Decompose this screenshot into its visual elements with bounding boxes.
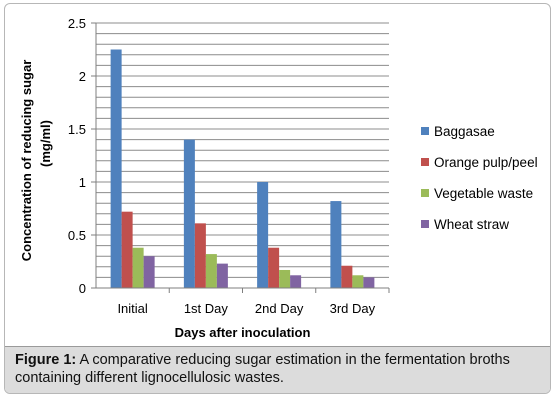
legend-label: Vegetable waste <box>434 186 533 201</box>
bar <box>330 201 342 288</box>
legend-swatch <box>421 127 429 135</box>
y-tick-label: 1 <box>79 175 86 190</box>
bar <box>205 254 217 288</box>
bar <box>110 49 122 288</box>
legend: Baggasae Orange pulp/peel Vegetable waste W… <box>421 124 538 232</box>
x-tick-label: Initial <box>117 301 147 316</box>
bars <box>110 49 375 288</box>
bar <box>143 256 155 288</box>
y-tick-label: 2.5 <box>68 16 86 31</box>
legend-label: Orange pulp/peel <box>434 155 538 170</box>
caption-text: A comparative reducing sugar estimation … <box>15 352 510 386</box>
x-tick-label: 1st Day <box>184 301 229 316</box>
legend-label: Wheat straw <box>434 217 509 232</box>
bar <box>352 275 364 288</box>
x-axis-title: Days after inoculation <box>175 325 311 340</box>
y-tick-label: 1.5 <box>68 122 86 137</box>
legend-swatch <box>421 220 429 228</box>
x-tick-labels: Initial 1st Day 2nd Day 3rd Day <box>117 301 375 316</box>
bar <box>279 269 291 288</box>
chart-container: 0 0.5 1 1.5 2 2.5 Initial 1st Day 2nd Day 3rd Da… <box>4 3 551 344</box>
figure-frame <box>4 3 551 394</box>
caption-label: Figure 1: <box>15 352 77 368</box>
legend-swatch <box>421 158 429 166</box>
y-tick-labels: 0 0.5 1 1.5 2 2.5 <box>68 16 86 296</box>
bar <box>341 265 353 288</box>
y-axis-title-line1: Concentration of reducing sugar <box>19 60 34 262</box>
bar <box>194 223 206 288</box>
bar <box>257 182 269 288</box>
y-axis-title-line2: (mg/ml) <box>38 120 53 167</box>
y-tick-label: 0.5 <box>68 228 86 243</box>
y-tick-label: 2 <box>79 69 86 84</box>
x-tick-label: 3rd Day <box>330 301 376 316</box>
bar <box>183 139 195 288</box>
x-tick-label: 2nd Day <box>255 301 304 316</box>
bar <box>216 263 228 288</box>
bar <box>363 277 375 288</box>
legend-swatch <box>421 189 429 197</box>
y-tick-label: 0 <box>79 281 86 296</box>
legend-label: Baggasae <box>434 124 495 139</box>
bar <box>290 275 302 288</box>
bar-chart: 0 0.5 1 1.5 2 2.5 Initial 1st Day 2nd Day 3rd Da… <box>19 16 538 340</box>
axes <box>91 22 390 293</box>
figure-caption: Figure 1: A comparative reducing sugar e… <box>5 346 550 393</box>
bar <box>132 247 144 288</box>
bar <box>121 211 133 288</box>
bar <box>268 247 280 288</box>
